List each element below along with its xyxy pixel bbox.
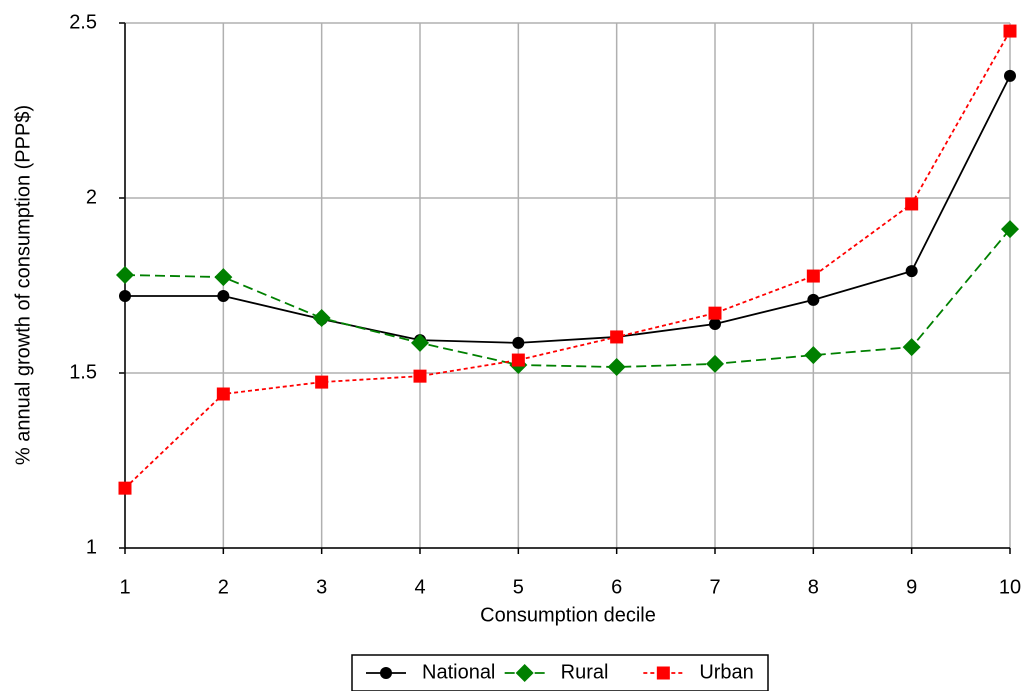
x-tick-label: 9 [906,576,917,598]
point [214,268,233,287]
x-tick-label: 7 [709,576,720,598]
point [902,338,921,357]
point [217,290,230,302]
x-tick-label: 6 [611,576,622,598]
point [512,336,525,349]
point [413,369,427,383]
point [216,387,230,401]
point [119,290,131,302]
point [607,358,626,377]
series-line [124,228,1011,368]
point [905,265,918,278]
legend-marker [656,666,670,680]
point [1001,220,1019,239]
point [118,481,132,495]
y-tick-label: 2.5 [69,11,97,33]
series-line [125,75,1011,344]
point [708,306,722,320]
legend-marker [380,667,392,679]
series-line [124,30,1011,489]
point [1004,69,1016,82]
y-tick-label: 1.5 [69,361,97,383]
legend-label: Urban [699,661,753,683]
x-tick-label: 2 [218,576,229,598]
x-tick-label: 8 [808,576,819,598]
point [312,309,331,328]
legend-label: Rural [561,661,609,683]
point [804,346,823,365]
y-axis-label: % annual growth of consumption (PPP$) [12,105,34,465]
point [706,354,724,373]
x-tick-label: 1 [119,576,130,598]
point [511,353,525,367]
point [806,269,820,283]
legend-label: National [422,661,495,683]
legend-box [351,654,769,691]
point [315,375,329,389]
y-tick-label: 1 [86,536,97,558]
legend-marker [515,664,534,682]
point [905,197,919,211]
point [1003,24,1017,38]
point [116,266,134,284]
x-tick-label: 5 [513,576,524,598]
point [610,330,624,344]
y-tick-label: 2 [86,186,97,208]
x-tick-label: 10 [999,576,1021,598]
point [807,293,820,306]
x-tick-label: 4 [414,576,425,598]
point [709,318,721,330]
x-tick-label: 3 [316,576,327,598]
point [411,333,429,352]
x-axis-label: Consumption decile [480,604,656,626]
